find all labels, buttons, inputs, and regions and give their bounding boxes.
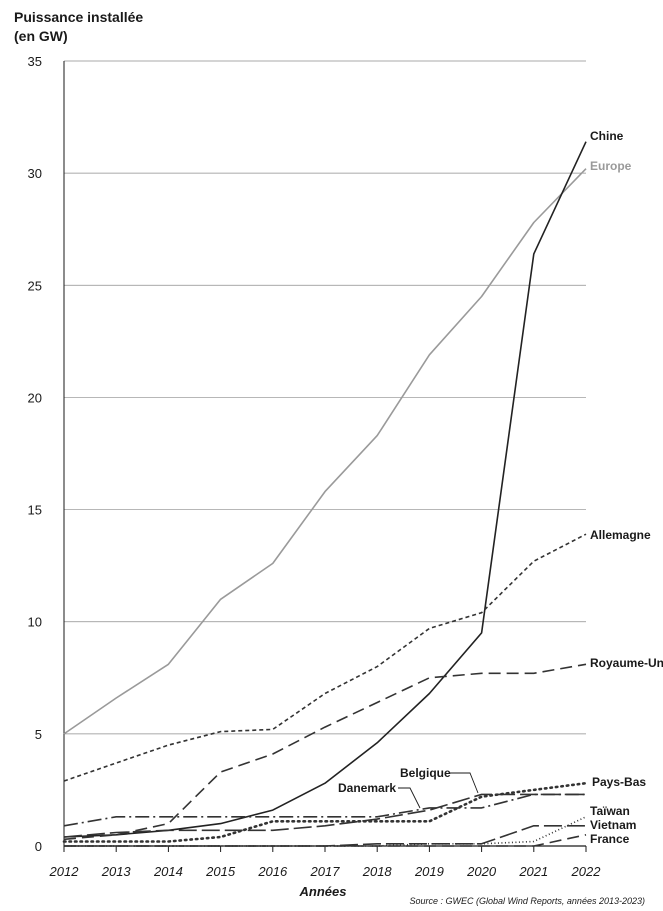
x-tick-2015: 2015 <box>205 864 236 879</box>
x-tick-2012: 2012 <box>49 864 80 879</box>
x-tick-2022: 2022 <box>571 864 602 879</box>
series-lines <box>62 141 588 847</box>
series-label-chine: Chine <box>590 129 624 143</box>
y-tick-0: 0 <box>35 839 42 854</box>
y-tick-25: 25 <box>28 278 42 293</box>
series-line-allemagne <box>63 663 587 841</box>
series-label-royaume-uni: Royaume-Uni <box>590 656 663 670</box>
x-tick-2021: 2021 <box>518 864 548 879</box>
series-labels: Europe Chine Allemagne Royaume-Uni Belgique D… <box>338 129 663 846</box>
y-tick-10: 10 <box>28 615 42 630</box>
y-tick-35: 35 <box>28 54 42 69</box>
y-tick-5: 5 <box>35 727 42 742</box>
x-tick-labels: 2012 2013 2014 2015 2016 2017 2018 2019 2020 2021… <box>49 864 602 879</box>
y-tick-20: 20 <box>28 390 42 405</box>
y-tick-30: 30 <box>28 166 42 181</box>
y-axis-label: Puissance installée (en GW) <box>14 9 144 44</box>
source-note: Source : GWEC (Global Wind Reports, anné… <box>409 896 645 906</box>
series-line-france <box>64 834 587 847</box>
x-tick-2013: 2013 <box>101 864 132 879</box>
x-tick-2019: 2019 <box>414 864 444 879</box>
series-label-pays-bas: Pays-Bas <box>592 775 646 789</box>
y-tick-15: 15 <box>28 503 42 518</box>
x-tick-2018: 2018 <box>362 864 393 879</box>
series-line-belgique <box>63 793 586 838</box>
y-tick-labels: 0 5 10 15 20 25 30 35 <box>28 54 42 854</box>
x-axis-label: Années <box>299 884 347 899</box>
x-tick-2014: 2014 <box>153 864 183 879</box>
series-line-royaume-uni <box>63 533 587 782</box>
series-label-france: France <box>590 832 630 846</box>
series-label-allemagne: Allemagne <box>590 528 651 542</box>
x-tick-2017: 2017 <box>310 864 341 879</box>
series-label-ta-wan: Taïwan <box>590 804 630 818</box>
series-line-chine <box>63 141 587 838</box>
series-label-europe: Europe <box>590 159 632 173</box>
x-tick-2020: 2020 <box>466 864 497 879</box>
leader-danemark <box>398 787 421 809</box>
series-label-danemark: Danemark <box>338 781 396 795</box>
series-line-europe <box>63 168 587 735</box>
x-tick-2016: 2016 <box>257 864 288 879</box>
series-label-vietnam: Vietnam <box>590 818 636 832</box>
gridlines <box>63 60 587 852</box>
leader-belgique <box>449 772 479 794</box>
series-label-belgique: Belgique <box>400 766 451 780</box>
series-line-danemark <box>63 793 586 827</box>
series-line-pays-bas <box>62 781 588 843</box>
